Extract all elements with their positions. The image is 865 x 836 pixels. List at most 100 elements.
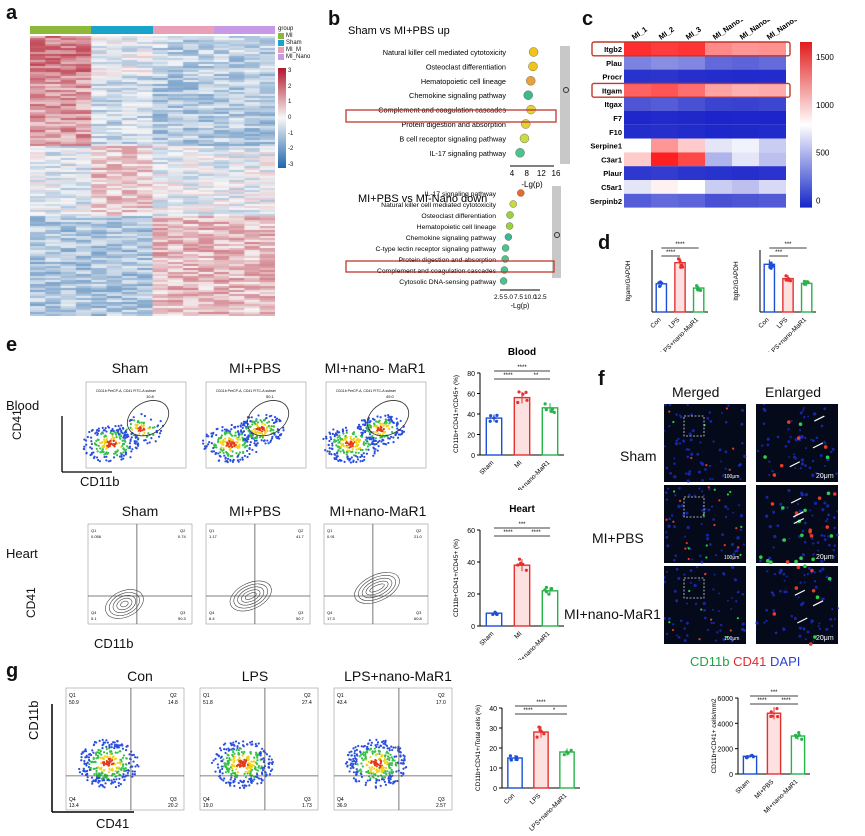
- bar-point: [698, 288, 703, 292]
- flow-dot: [396, 423, 399, 426]
- flow-dot: [352, 762, 355, 766]
- dapi-dot: [804, 464, 807, 468]
- flow-dot: [225, 431, 228, 435]
- flow-dot: [250, 740, 254, 743]
- flow-dot: [118, 427, 121, 430]
- dapi-dot: [765, 619, 768, 622]
- flow-dot: [352, 757, 355, 761]
- flow-dot: [131, 428, 134, 431]
- flow-dot: [341, 429, 345, 432]
- dapi-dot: [709, 419, 713, 423]
- flow-dot: [87, 756, 91, 759]
- c-scale-tick: 1000: [816, 101, 834, 110]
- flow-dot: [148, 427, 151, 430]
- flow-dot: [376, 778, 379, 781]
- flow-dot: [237, 454, 240, 457]
- flow-dot: [116, 744, 119, 747]
- sig-label: ****: [531, 530, 541, 536]
- b-top-dot: [528, 47, 539, 57]
- flow-dot: [97, 755, 100, 758]
- flow-dot: [101, 426, 104, 430]
- flow-dot: [367, 760, 370, 764]
- flow-dot: [104, 435, 107, 438]
- g-quad-v1: 43.4: [337, 700, 347, 706]
- flow-dot: [366, 445, 369, 448]
- flow-dot: [256, 430, 259, 434]
- c-cell: [705, 97, 732, 111]
- flow-dot: [363, 420, 367, 423]
- flow-dot: [366, 440, 369, 443]
- flow-dot: [229, 449, 232, 452]
- contour-line: [120, 600, 129, 608]
- dapi-dot: [802, 409, 805, 412]
- flow-dot: [218, 747, 222, 750]
- dapi-dot: [702, 494, 705, 497]
- dapi-dot: [792, 455, 796, 459]
- b-top-tick: 8: [524, 169, 529, 178]
- flow-dot: [370, 744, 373, 747]
- marker-dot: [782, 538, 786, 542]
- e-heart-flow-plots: Q10.056Q20.74Q45.1Q390.3Q11.17Q241.7Q46.…: [87, 523, 429, 625]
- flow-dot: [232, 439, 235, 442]
- flow-dot: [255, 753, 259, 756]
- flow-dot: [117, 424, 120, 428]
- flow-dot: [125, 445, 129, 448]
- b-bottom-dot: [506, 211, 514, 219]
- dapi-dot: [682, 513, 686, 517]
- g-title-lpsnano: LPS+nano-MaR1: [344, 668, 452, 684]
- flow-dot: [379, 744, 382, 747]
- flow-dot: [238, 759, 241, 763]
- dapi-dot: [677, 437, 680, 440]
- flow-dot: [216, 763, 219, 766]
- flow-dot: [125, 433, 129, 436]
- flow-dot: [255, 435, 258, 438]
- flow-dot: [112, 778, 115, 781]
- dapi-dot: [691, 558, 694, 561]
- flow-dot: [355, 780, 358, 783]
- dapi-dot: [731, 565, 735, 569]
- flow-dot: [377, 428, 380, 431]
- flow-dot: [325, 437, 328, 440]
- flow-dot: [101, 784, 104, 787]
- c-cell: [678, 83, 705, 98]
- g-xaxis: CD41: [96, 816, 130, 831]
- legend-group-3: MI_Nano: [278, 54, 323, 60]
- marker-dot: [705, 544, 708, 547]
- flow-dot: [110, 438, 113, 441]
- dapi-dot: [699, 441, 702, 444]
- flow-dot: [231, 769, 234, 772]
- flow-dot: [121, 764, 125, 768]
- flow-dot: [221, 767, 224, 771]
- flow-dot: [402, 754, 405, 757]
- flow-dot: [122, 447, 125, 450]
- flow-dot: [349, 442, 352, 445]
- flow-dot: [217, 755, 221, 758]
- flow-dot: [129, 422, 132, 426]
- dapi-dot: [705, 533, 709, 537]
- flow-dot: [356, 771, 359, 774]
- c-scale-tick: 500: [816, 149, 830, 158]
- flow-dot: [388, 747, 391, 750]
- dapi-dot: [776, 524, 780, 528]
- dapi-dot: [799, 467, 802, 470]
- c-cell: [624, 55, 651, 70]
- flow-dot: [254, 751, 258, 754]
- flow-dot: [370, 741, 373, 744]
- dapi-dot: [701, 479, 705, 482]
- flow-dot: [272, 421, 276, 425]
- flow-dot: [100, 773, 103, 776]
- flow-dot: [260, 777, 263, 780]
- flow-dot: [105, 437, 108, 441]
- flow-dot: [212, 446, 215, 450]
- marker-dot: [737, 546, 740, 549]
- flow-dot: [129, 438, 132, 441]
- b-top-dot: [519, 133, 530, 144]
- dapi-dot: [832, 548, 835, 552]
- flow-dot: [95, 767, 98, 770]
- quad-q1: Q1: [91, 528, 97, 533]
- quad-v3: 50.7: [296, 616, 305, 621]
- flow-dot: [372, 447, 375, 450]
- flow-dot: [222, 779, 225, 782]
- c-row-label: Serpinb2: [590, 197, 622, 206]
- c-cell: [732, 42, 759, 56]
